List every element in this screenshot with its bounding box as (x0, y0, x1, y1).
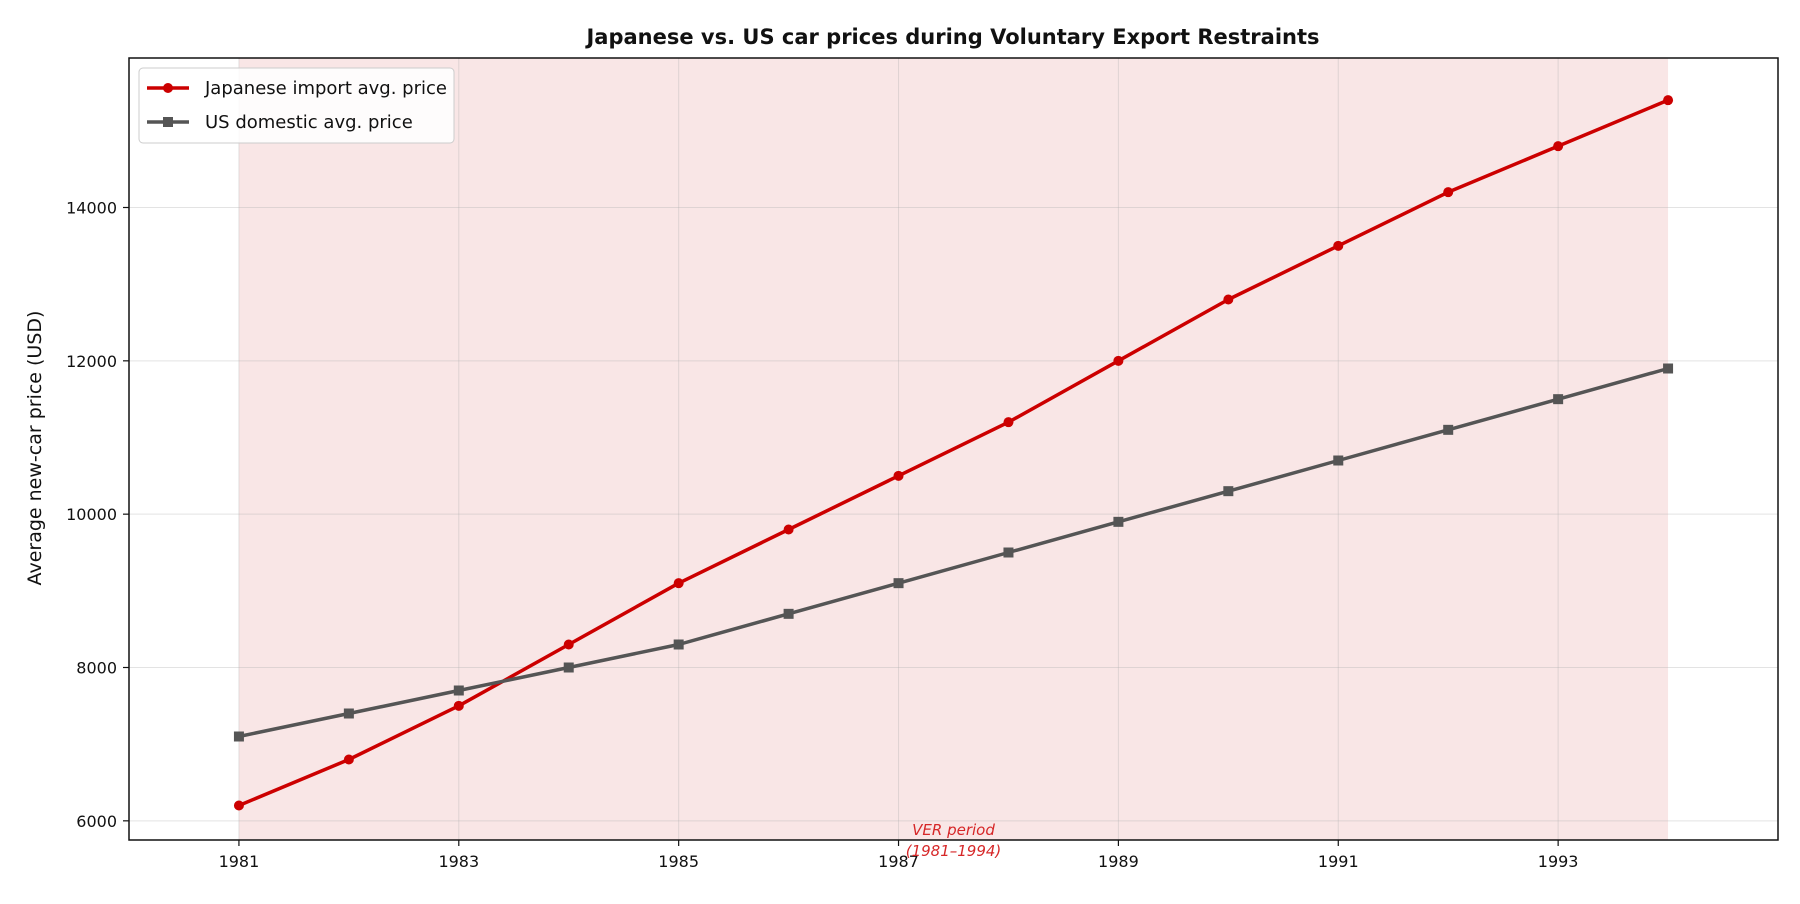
data-point (453, 685, 464, 696)
y-tick-label: 12000 (66, 352, 117, 371)
legend-marker-us (163, 117, 173, 127)
data-point (1443, 424, 1454, 435)
y-tick-label: 14000 (66, 199, 117, 218)
y-tick-label: 6000 (76, 812, 117, 831)
grid-lines (129, 58, 1778, 840)
legend-marker-japanese (163, 83, 173, 93)
data-point (1333, 240, 1344, 251)
data-point (233, 731, 244, 742)
data-point (1223, 486, 1234, 497)
data-point (673, 578, 684, 589)
y-tick-label: 10000 (66, 505, 117, 524)
data-point (1443, 187, 1454, 198)
y-axis-title: Average new-car price (USD) (24, 311, 46, 586)
data-point (1663, 95, 1674, 106)
data-point (1333, 455, 1344, 466)
ver-period-label: VER period (912, 821, 995, 839)
chart-title: Japanese vs. US car prices during Volunt… (584, 25, 1319, 49)
data-point (673, 639, 684, 650)
x-tick-label: 1993 (1538, 852, 1579, 871)
data-point (453, 700, 464, 711)
data-point (563, 662, 574, 673)
data-point (783, 608, 794, 619)
series-layer (233, 95, 1674, 811)
data-point (1553, 394, 1564, 405)
data-point (1223, 294, 1234, 305)
data-point (343, 708, 354, 719)
x-tick-label: 1991 (1318, 852, 1359, 871)
legend-label-us: US domestic avg. price (205, 112, 413, 133)
data-point (893, 578, 904, 589)
x-tick-label: 1987 (878, 852, 919, 871)
axis-ticks: 1981 1983 1985 1987 1989 1991 1993 6000 8000 1000… (66, 199, 1578, 872)
series-line-1 (238, 366, 1669, 739)
x-tick-label: 1981 (219, 852, 260, 871)
series-line-0 (238, 98, 1669, 808)
data-point (1003, 417, 1014, 428)
plot-frame (128, 57, 1779, 841)
x-tick-label: 1985 (658, 852, 699, 871)
data-point (233, 800, 244, 811)
data-point (1113, 516, 1124, 527)
data-point (1553, 141, 1564, 152)
data-point (1113, 355, 1124, 366)
data-point (783, 524, 794, 535)
x-tick-label: 1989 (1098, 852, 1139, 871)
legend-box (138, 67, 455, 144)
x-tick-label: 1983 (438, 852, 479, 871)
ver-period-range: (1981–1994) (906, 842, 1002, 860)
data-point (893, 470, 904, 481)
data-point (1003, 547, 1014, 558)
legend-label-japanese: Japanese import avg. price (204, 78, 447, 99)
legend: Japanese import avg. price US domestic a… (138, 67, 455, 144)
data-point (343, 754, 354, 765)
data-point (563, 639, 574, 650)
y-tick-label: 8000 (76, 659, 117, 678)
data-point (1663, 363, 1674, 374)
